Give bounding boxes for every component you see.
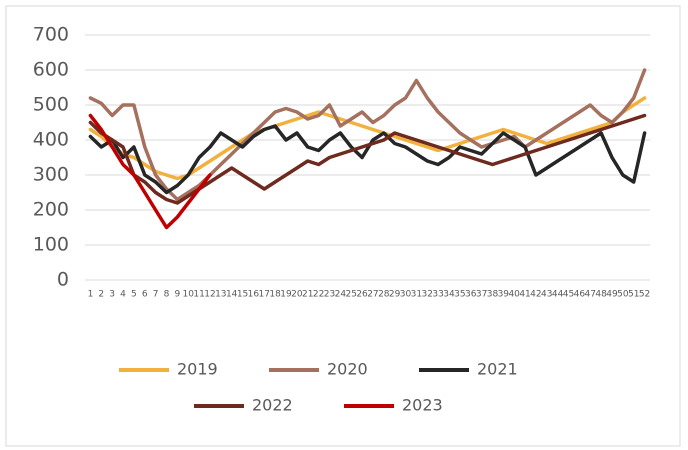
x-tick-label: 22 bbox=[313, 290, 324, 300]
x-tick-label: 42 bbox=[530, 290, 541, 300]
x-tick-label: 34 bbox=[443, 290, 455, 300]
x-tick-label: 14 bbox=[226, 290, 238, 300]
series-line bbox=[88, 124, 647, 195]
x-tick-label: 36 bbox=[465, 290, 477, 300]
x-tick-label: 38 bbox=[487, 290, 499, 300]
x-tick-label: 39 bbox=[498, 290, 510, 300]
y-tick-label: 100 bbox=[33, 234, 69, 256]
y-tick-label: 0 bbox=[57, 269, 69, 291]
x-tick-label: 30 bbox=[400, 290, 412, 300]
x-tick-label: 28 bbox=[378, 290, 390, 300]
x-tick-label: 24 bbox=[335, 290, 347, 300]
x-tick-label: 19 bbox=[280, 290, 292, 300]
x-tick-label: 21 bbox=[302, 290, 313, 300]
legend-label: 2021 bbox=[477, 360, 518, 379]
x-tick-label: 37 bbox=[476, 290, 487, 300]
x-tick-label: 51 bbox=[628, 290, 639, 300]
x-tick-label: 18 bbox=[269, 290, 281, 300]
x-tick-label: 26 bbox=[356, 290, 368, 300]
legend-label: 2022 bbox=[252, 396, 293, 415]
series-line bbox=[88, 113, 212, 230]
x-tick-label: 3 bbox=[109, 290, 115, 300]
y-tick-label: 700 bbox=[33, 24, 69, 46]
legend-label: 2020 bbox=[327, 360, 368, 379]
x-tick-label: 47 bbox=[585, 290, 596, 300]
x-tick-label: 44 bbox=[552, 290, 564, 300]
x-tick-label: 52 bbox=[639, 290, 650, 300]
x-tick-label: 8 bbox=[164, 290, 170, 300]
x-tick-label: 10 bbox=[182, 290, 194, 300]
x-tick-label: 15 bbox=[237, 290, 248, 300]
x-tick-label: 32 bbox=[422, 290, 433, 300]
x-tick-label: 46 bbox=[574, 290, 586, 300]
x-tick-label: 17 bbox=[259, 290, 270, 300]
series-line bbox=[88, 96, 647, 181]
x-tick-label: 11 bbox=[193, 290, 204, 300]
x-tick-label: 49 bbox=[606, 290, 618, 300]
x-tick-label: 27 bbox=[367, 290, 378, 300]
chart-border bbox=[5, 5, 681, 447]
x-tick-label: 9 bbox=[174, 290, 180, 300]
x-tick-label: 48 bbox=[595, 290, 607, 300]
x-tick-label: 20 bbox=[291, 290, 303, 300]
x-tick-label: 50 bbox=[617, 290, 629, 300]
x-tick-label: 43 bbox=[541, 290, 552, 300]
x-tick-label: 45 bbox=[563, 290, 574, 300]
x-tick-label: 7 bbox=[153, 290, 159, 300]
x-tick-label: 41 bbox=[519, 290, 530, 300]
x-tick-label: 23 bbox=[324, 290, 335, 300]
series-line bbox=[88, 113, 647, 205]
series-line bbox=[88, 68, 647, 202]
y-tick-label: 400 bbox=[33, 129, 69, 151]
x-tick-label: 33 bbox=[432, 290, 443, 300]
y-tick-label: 500 bbox=[33, 94, 69, 116]
x-tick-label: 25 bbox=[345, 290, 356, 300]
x-tick-label: 12 bbox=[204, 290, 215, 300]
x-tick-label: 16 bbox=[248, 290, 260, 300]
y-tick-label: 200 bbox=[33, 199, 69, 221]
x-tick-label: 6 bbox=[142, 290, 148, 300]
x-tick-label: 29 bbox=[389, 290, 401, 300]
x-tick-label: 31 bbox=[411, 290, 422, 300]
legend-label: 2023 bbox=[402, 396, 443, 415]
legend-label: 2019 bbox=[177, 360, 218, 379]
x-tick-label: 2 bbox=[98, 290, 104, 300]
x-tick-label: 5 bbox=[131, 290, 137, 300]
x-tick-label: 4 bbox=[120, 290, 126, 300]
x-tick-label: 40 bbox=[508, 290, 520, 300]
x-tick-label: 13 bbox=[215, 290, 226, 300]
y-tick-label: 300 bbox=[33, 164, 69, 186]
y-tick-label: 600 bbox=[33, 59, 69, 81]
x-tick-label: 35 bbox=[454, 290, 465, 300]
x-tick-label: 1 bbox=[88, 290, 94, 300]
